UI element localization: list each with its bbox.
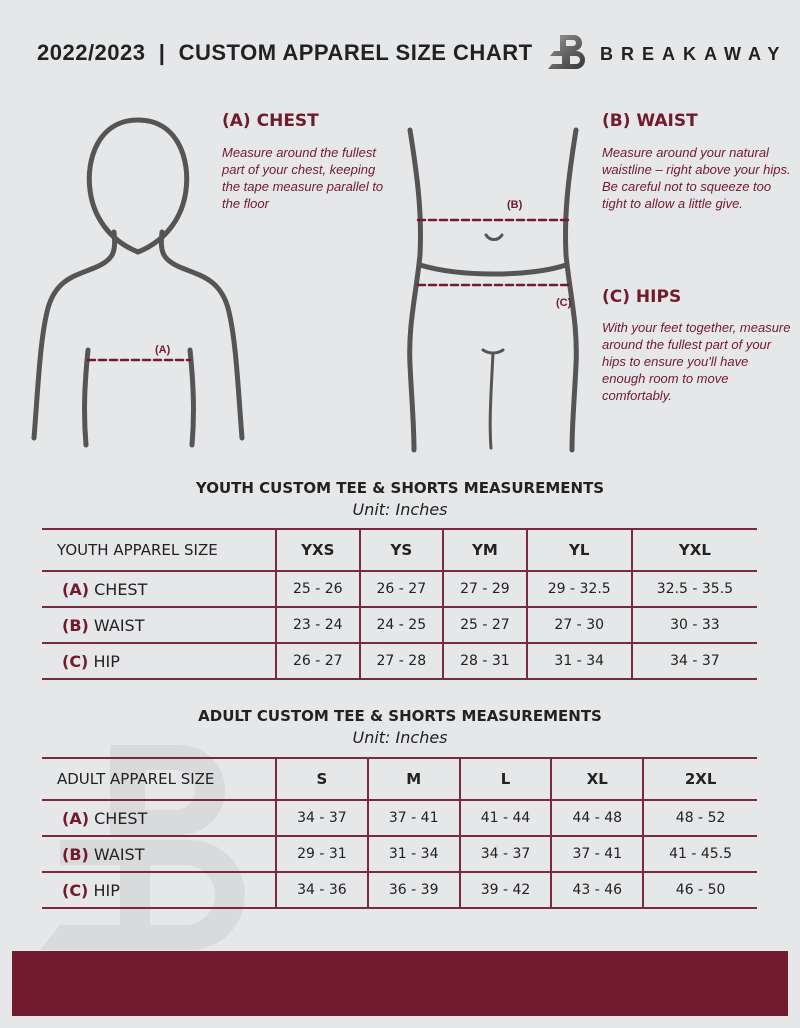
- table-cell: 31 - 34: [366, 835, 460, 873]
- table-cell: 46 - 50: [642, 871, 757, 909]
- adult-unit: Unit: Inches: [352, 728, 448, 747]
- table-cell: 34 - 37: [275, 799, 368, 837]
- table-row: (B) WAIST 29 - 31 31 - 34 34 - 37 37 - 41 41 …: [42, 835, 757, 873]
- youth-unit: Unit: Inches: [352, 500, 448, 519]
- table-cell: 30 - 33: [630, 606, 757, 644]
- size-header: XL: [550, 757, 644, 801]
- size-header: YM: [442, 528, 527, 572]
- size-header: YXS: [275, 528, 360, 572]
- table-row: (A) CHEST 34 - 37 37 - 41 41 - 44 44 - 48 48 …: [42, 799, 757, 837]
- table-cell: 37 - 41: [366, 799, 460, 837]
- header-label: ADULT APPAREL SIZE: [42, 757, 276, 801]
- hips-text: With your feet together, measure around …: [602, 320, 791, 403]
- table-cell: 39 - 42: [458, 871, 552, 909]
- table-row: (C) HIP 34 - 36 36 - 39 39 - 42 43 - 46 46 - …: [42, 871, 757, 909]
- measure-letter: (B): [62, 844, 89, 864]
- table-cell: 32.5 - 35.5: [630, 570, 757, 608]
- footer-band: [12, 951, 788, 1016]
- table-cell: 36 - 39: [366, 871, 460, 909]
- measure-name: HIP: [93, 651, 120, 671]
- table-header-row: YOUTH APPAREL SIZE YXS YS YM YL YXL: [42, 528, 757, 572]
- table-cell: 25 - 26: [275, 570, 360, 608]
- measure-letter: (B): [62, 615, 89, 635]
- size-header: YL: [525, 528, 632, 572]
- adult-size-table: ADULT APPAREL SIZE S M L XL 2XL (A) CHEST 34 - …: [42, 757, 757, 909]
- table-cell: 34 - 37: [630, 642, 757, 680]
- size-header: 2XL: [642, 757, 757, 801]
- table-cell: 23 - 24: [275, 606, 360, 644]
- size-header: L: [458, 757, 552, 801]
- table-cell: 34 - 36: [275, 871, 368, 909]
- size-header: S: [275, 757, 368, 801]
- size-header: M: [366, 757, 460, 801]
- table-row: (A) CHEST 25 - 26 26 - 27 27 - 29 29 - 32.5 3…: [42, 570, 757, 608]
- measure-name: CHEST: [94, 579, 148, 599]
- breakaway-logo-icon: [548, 35, 585, 69]
- measure-name: WAIST: [93, 844, 145, 864]
- table-cell: 41 - 44: [458, 799, 552, 837]
- row-label: (A) CHEST: [42, 799, 276, 837]
- row-label: (C) HIP: [42, 642, 276, 680]
- hips-heading: (C) HIPS: [602, 287, 682, 307]
- table-row: (B) WAIST 23 - 24 24 - 25 25 - 27 27 - 30 30 …: [42, 606, 757, 644]
- header-label: YOUTH APPAREL SIZE: [42, 528, 276, 572]
- hips-marker: (C): [556, 297, 572, 309]
- table-cell: 31 - 34: [525, 642, 632, 680]
- table-row: (C) HIP 26 - 27 27 - 28 28 - 31 31 - 34 34 - …: [42, 642, 757, 680]
- page-title: 2022/2023 | CUSTOM APPAREL SIZE CHART: [37, 40, 533, 65]
- adult-table-title: ADULT CUSTOM TEE & SHORTS MEASUREMENTS: [198, 707, 602, 725]
- table-cell: 43 - 46: [550, 871, 644, 909]
- lower-body-illustration: [407, 127, 579, 453]
- measure-letter: (A): [62, 579, 90, 599]
- table-cell: 25 - 27: [442, 606, 527, 644]
- measure-name: CHEST: [94, 808, 148, 828]
- table-cell: 27 - 29: [442, 570, 527, 608]
- youth-table-title: YOUTH CUSTOM TEE & SHORTS MEASUREMENTS: [195, 479, 605, 497]
- table-cell: 37 - 41: [550, 835, 644, 873]
- table-cell: 29 - 32.5: [525, 570, 632, 608]
- table-cell: 26 - 27: [275, 642, 360, 680]
- table-cell: 26 - 27: [358, 570, 444, 608]
- measure-letter: (A): [62, 808, 90, 828]
- table-cell: 27 - 30: [525, 606, 632, 644]
- brand-name: BREAKAWAY: [600, 44, 788, 64]
- table-cell: 27 - 28: [358, 642, 444, 680]
- youth-size-table: YOUTH APPAREL SIZE YXS YS YM YL YXL (A) CHEST 2…: [42, 528, 757, 680]
- row-label: (B) WAIST: [42, 606, 276, 644]
- table-cell: 48 - 52: [642, 799, 757, 837]
- size-header: YS: [358, 528, 444, 572]
- waist-marker: (B): [507, 199, 523, 211]
- chest-marker: (A): [155, 344, 171, 356]
- table-cell: 44 - 48: [550, 799, 644, 837]
- table-cell: 41 - 45.5: [642, 835, 757, 873]
- measure-letter: (C): [62, 880, 89, 900]
- table-cell: 29 - 31: [275, 835, 368, 873]
- row-label: (A) CHEST: [42, 570, 276, 608]
- table-cell: 28 - 31: [442, 642, 527, 680]
- upper-body-illustration: [31, 117, 245, 448]
- chest-text: Measure around the fullest part of your …: [222, 145, 384, 211]
- waist-text: Measure around your natural waistline – …: [602, 145, 791, 211]
- table-header-row: ADULT APPAREL SIZE S M L XL 2XL: [42, 757, 757, 801]
- table-cell: 24 - 25: [358, 606, 444, 644]
- measure-name: WAIST: [93, 615, 145, 635]
- row-label: (B) WAIST: [42, 835, 276, 873]
- row-label: (C) HIP: [42, 871, 276, 909]
- size-header: YXL: [630, 528, 757, 572]
- chest-heading: (A) CHEST: [222, 111, 319, 131]
- table-cell: 34 - 37: [458, 835, 552, 873]
- measure-name: HIP: [93, 880, 120, 900]
- waist-heading: (B) WAIST: [602, 111, 698, 131]
- measure-letter: (C): [62, 651, 89, 671]
